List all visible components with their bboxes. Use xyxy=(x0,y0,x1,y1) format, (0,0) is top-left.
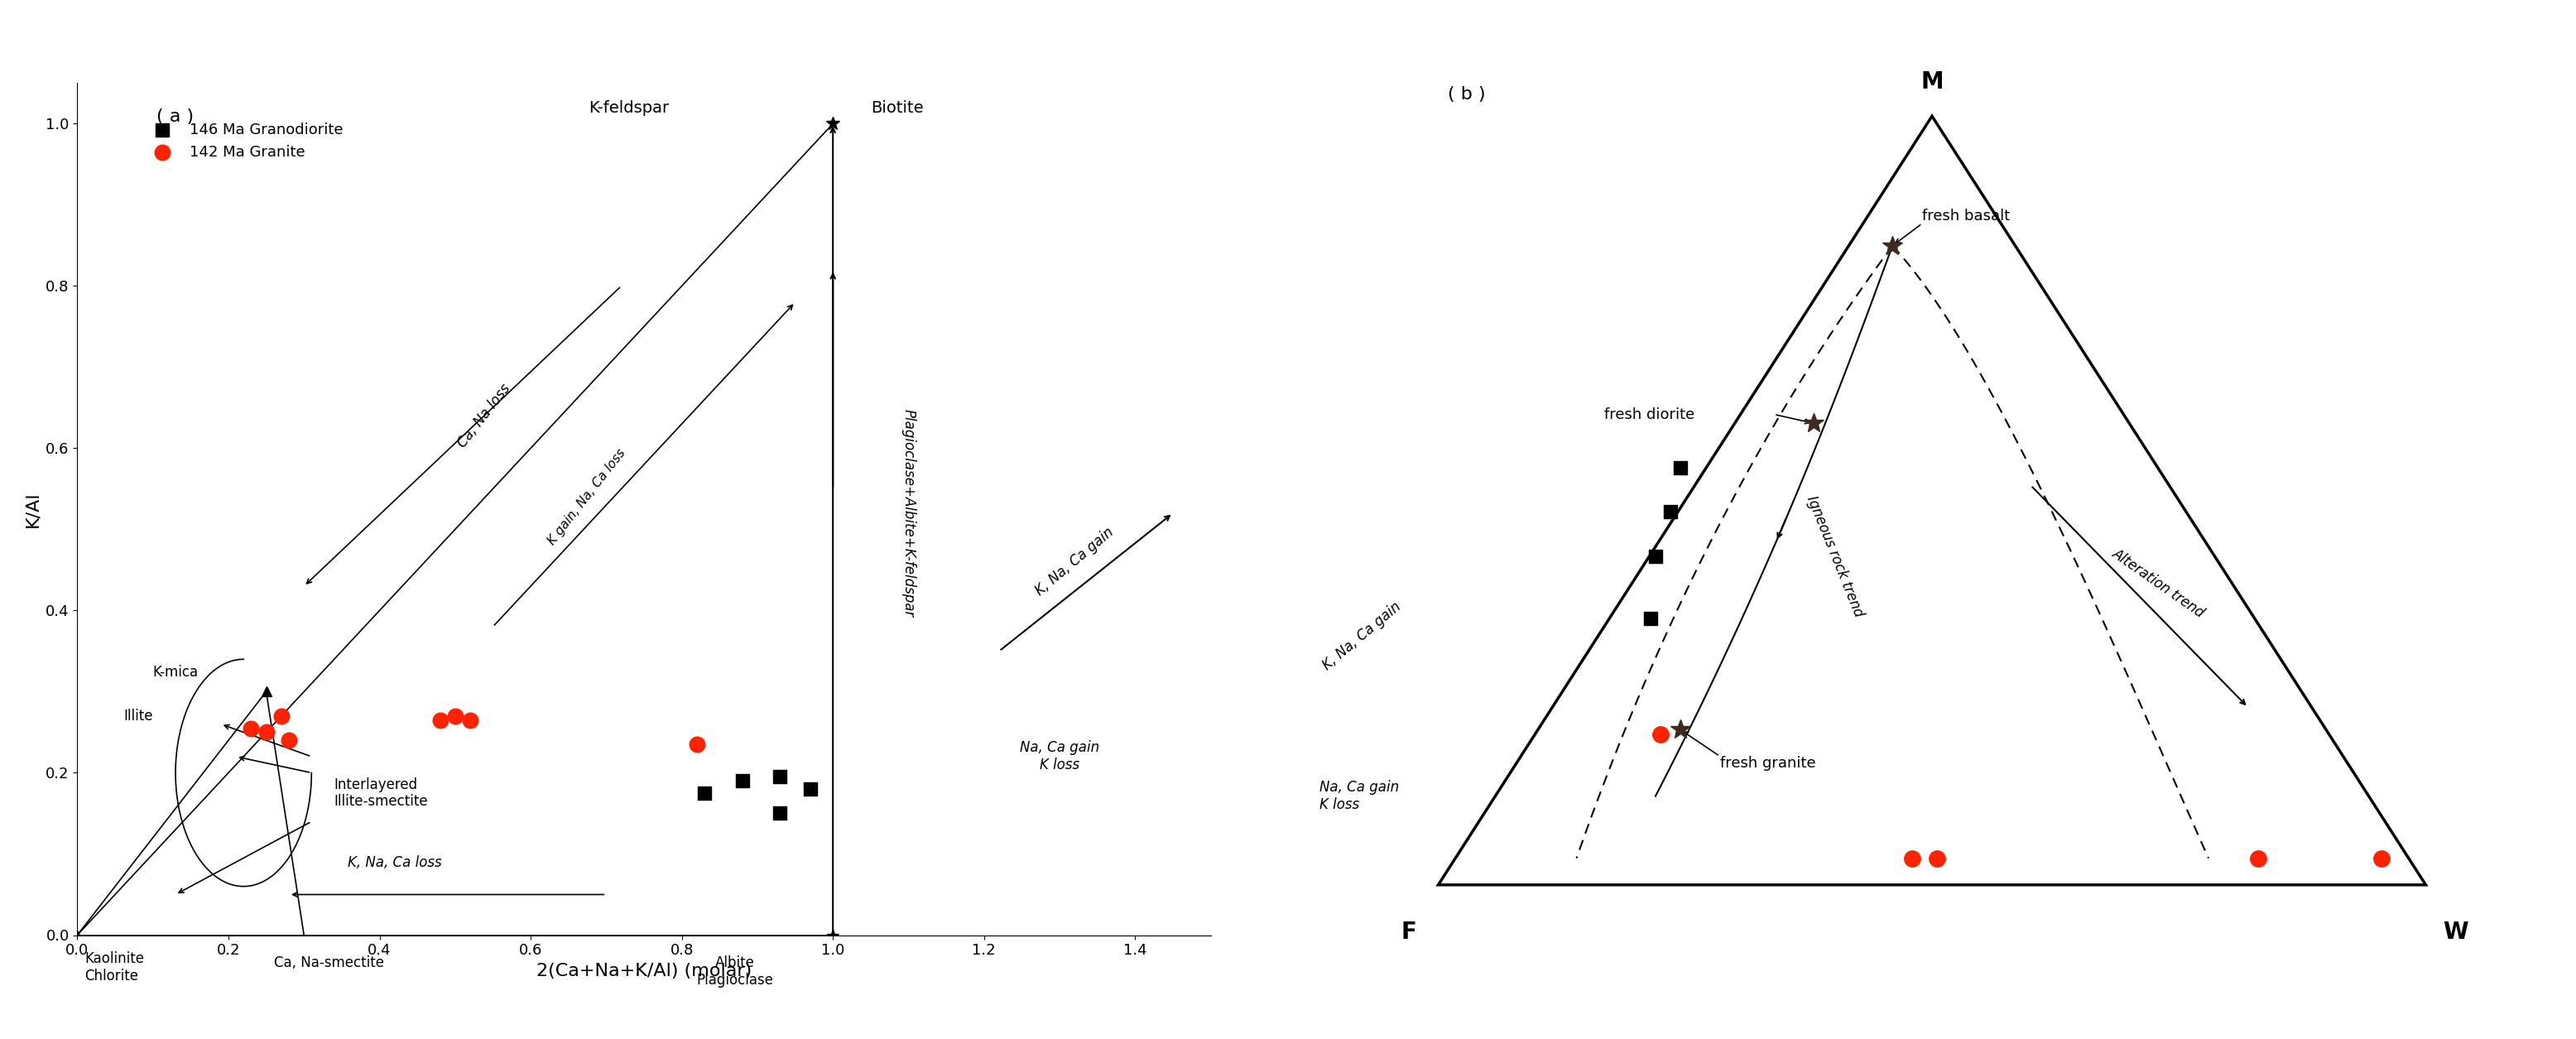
142 Ma Granite xyxy=(677,736,719,752)
146 Ma Granodiorite xyxy=(683,784,724,801)
Text: ( b ): ( b ) xyxy=(1448,86,1486,103)
Text: K, Na, Ca gain: K, Na, Ca gain xyxy=(1033,525,1118,598)
142 Ma Granite xyxy=(260,708,301,724)
Text: fresh granite: fresh granite xyxy=(1721,756,1816,771)
X-axis label: 2(Ca+Na+K/Al) (molar): 2(Ca+Na+K/Al) (molar) xyxy=(536,963,752,979)
Text: Igneous rock trend: Igneous rock trend xyxy=(1803,494,1865,619)
Text: Albite
Plagioclase: Albite Plagioclase xyxy=(696,956,773,987)
146 Ma Granodiorite xyxy=(760,769,801,785)
Text: ( a ): ( a ) xyxy=(157,109,193,126)
142 Ma Granite xyxy=(451,712,492,728)
142 Ma Granite xyxy=(420,712,461,728)
Text: fresh basalt: fresh basalt xyxy=(1922,209,2009,223)
Text: Illite: Illite xyxy=(124,709,152,723)
Text: M: M xyxy=(1922,71,1942,94)
142 Ma Granite xyxy=(435,708,477,724)
Text: K, Na, Ca loss: K, Na, Ca loss xyxy=(348,855,440,871)
Text: Alteration trend: Alteration trend xyxy=(2110,545,2208,620)
Text: Ca, Na-smectite: Ca, Na-smectite xyxy=(273,956,384,970)
Text: Biotite: Biotite xyxy=(871,100,922,115)
Text: Plagioclase+Albite+K-feldspar: Plagioclase+Albite+K-feldspar xyxy=(902,409,917,617)
Text: K, Na, Ca gain: K, Na, Ca gain xyxy=(1319,600,1404,673)
Text: Kaolinite
Chlorite: Kaolinite Chlorite xyxy=(85,952,144,984)
Text: K-mica: K-mica xyxy=(152,665,198,680)
Text: Interlayered
Illite-smectite: Interlayered Illite-smectite xyxy=(335,777,428,809)
146 Ma Granodiorite xyxy=(760,805,801,822)
Text: W: W xyxy=(2442,921,2468,943)
Y-axis label: K/Al: K/Al xyxy=(26,491,41,527)
146 Ma Granodiorite xyxy=(791,780,832,797)
146 Ma Granodiorite xyxy=(721,773,762,790)
142 Ma Granite xyxy=(245,724,286,741)
Text: Ca, Na loss: Ca, Na loss xyxy=(456,381,513,451)
Text: Na, Ca gain
K loss: Na, Ca gain K loss xyxy=(1319,780,1399,812)
Text: F: F xyxy=(1401,921,1417,943)
Text: fresh diorite: fresh diorite xyxy=(1605,407,1695,422)
142 Ma Granite xyxy=(268,732,309,749)
Legend: 146 Ma Granodiorite, 142 Ma Granite: 146 Ma Granodiorite, 142 Ma Granite xyxy=(142,116,348,165)
Text: K-feldspar: K-feldspar xyxy=(590,100,670,115)
142 Ma Granite xyxy=(229,720,270,737)
Text: Na, Ca gain
K loss: Na, Ca gain K loss xyxy=(1020,741,1100,773)
Text: K gain, Na, Ca loss: K gain, Na, Ca loss xyxy=(546,447,629,548)
